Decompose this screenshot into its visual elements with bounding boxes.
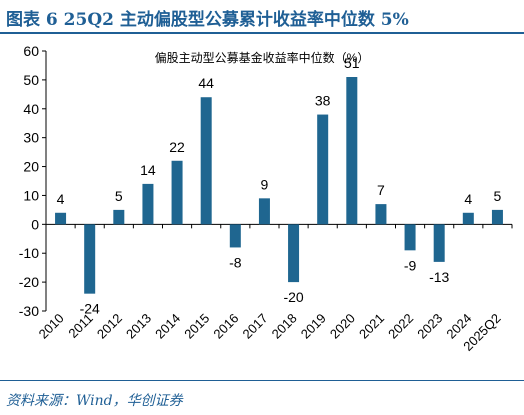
y-tick-label: 10 — [23, 187, 39, 203]
data-label-2018: -20 — [283, 289, 303, 305]
bar-2012 — [113, 209, 125, 225]
bar-2024 — [462, 212, 474, 225]
figure-header: 图表 6 25Q2 主动偏股型公募累计收益率中位数 5% — [0, 0, 524, 30]
x-tick-label-2023: 2023 — [414, 311, 445, 342]
bar-2015 — [200, 97, 212, 225]
x-tick-labels: 2010201120122013201420152016201720182019… — [36, 311, 504, 354]
bar-2017 — [258, 198, 270, 225]
data-label-2022: -9 — [404, 257, 417, 273]
bar-2016 — [229, 224, 241, 248]
bar-2010 — [55, 212, 67, 225]
data-label-2010: 4 — [57, 191, 65, 207]
bar-2018 — [288, 224, 300, 283]
data-label-2019: 38 — [315, 93, 331, 109]
x-tick-label-2015: 2015 — [181, 311, 212, 342]
x-tick-label-2010: 2010 — [36, 311, 67, 342]
data-label-2024: 4 — [464, 191, 472, 207]
x-tick-label-2019: 2019 — [298, 311, 329, 342]
data-label-2011: -24 — [80, 301, 100, 317]
bar-2022 — [404, 224, 416, 251]
bars — [55, 77, 503, 294]
x-tick-label-2013: 2013 — [123, 311, 154, 342]
bar-2025Q2 — [491, 209, 503, 225]
y-tick-label: 60 — [23, 43, 39, 59]
bar-2013 — [142, 183, 154, 225]
bar-chart: 偏股主动型公募基金收益率中位数（%） -30 -20 -10 0 10 20 30 40 50 6… — [0, 36, 524, 376]
x-tick-label-2022: 2022 — [385, 311, 416, 342]
data-label-2016: -8 — [229, 254, 242, 270]
bar-2021 — [375, 204, 387, 225]
bar-2019 — [317, 114, 329, 225]
data-label-2017: 9 — [261, 176, 269, 192]
title-divider — [0, 32, 524, 34]
bar-2011 — [84, 224, 96, 294]
source-note: 资料来源：Wind，华创证券 — [6, 393, 183, 409]
chart-title: 偏股主动型公募基金收益率中位数（%） — [155, 50, 370, 65]
bar-2014 — [171, 160, 183, 225]
data-label-2012: 5 — [115, 188, 123, 204]
x-tick-label-2016: 2016 — [210, 311, 241, 342]
x-tick-label-2020: 2020 — [327, 311, 358, 342]
y-tick-label: 20 — [23, 159, 39, 175]
bar-2023 — [433, 224, 445, 262]
y-tick-label: 30 — [23, 130, 39, 146]
chart-svg: 偏股主动型公募基金收益率中位数（%） -30 -20 -10 0 10 20 30 40 50 6… — [19, 43, 513, 354]
data-label-2025Q2: 5 — [494, 188, 502, 204]
data-label-2020: 51 — [344, 55, 360, 71]
x-tick-label-2018: 2018 — [269, 311, 300, 342]
y-tick-label: -10 — [19, 245, 39, 261]
data-label-2023: -13 — [429, 269, 449, 285]
x-tick-label-2017: 2017 — [240, 311, 271, 342]
bar-2020 — [346, 77, 358, 225]
y-tick-label: 0 — [31, 216, 39, 232]
data-label-2013: 14 — [140, 162, 156, 178]
y-tick-label: 40 — [23, 101, 39, 117]
x-tick-label-2014: 2014 — [152, 311, 183, 342]
data-label-2021: 7 — [377, 182, 385, 198]
y-tick-label: 50 — [23, 72, 39, 88]
data-labels: 4 -24 5 14 22 44 -8 9 -20 38 51 7 -9 -13 4 5 — [57, 55, 502, 317]
y-tick-label: -20 — [19, 274, 39, 290]
x-tick-label-2021: 2021 — [356, 311, 387, 342]
figure-title: 图表 6 25Q2 主动偏股型公募累计收益率中位数 5% — [6, 10, 409, 30]
data-label-2014: 22 — [169, 139, 185, 155]
data-label-2015: 44 — [198, 75, 214, 91]
source-divider — [0, 380, 524, 381]
y-tick-label: -30 — [19, 303, 39, 319]
